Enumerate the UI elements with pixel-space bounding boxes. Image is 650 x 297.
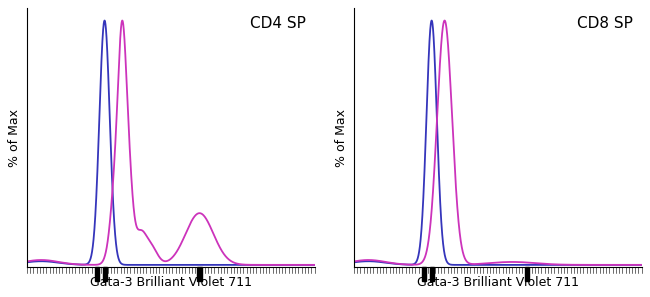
Bar (525, 267, 528, 281)
X-axis label: Gata-3 Brilliant Violet 711: Gata-3 Brilliant Violet 711 (417, 276, 578, 289)
Y-axis label: % of Max: % of Max (8, 109, 21, 167)
Text: CD4 SP: CD4 SP (250, 16, 306, 31)
Bar (103, 267, 107, 281)
Y-axis label: % of Max: % of Max (335, 109, 348, 167)
Bar (422, 267, 426, 281)
Bar (96, 267, 99, 281)
X-axis label: Gata-3 Brilliant Violet 711: Gata-3 Brilliant Violet 711 (90, 276, 252, 289)
Bar (430, 267, 434, 281)
Text: CD8 SP: CD8 SP (577, 16, 633, 31)
Bar (198, 267, 202, 281)
